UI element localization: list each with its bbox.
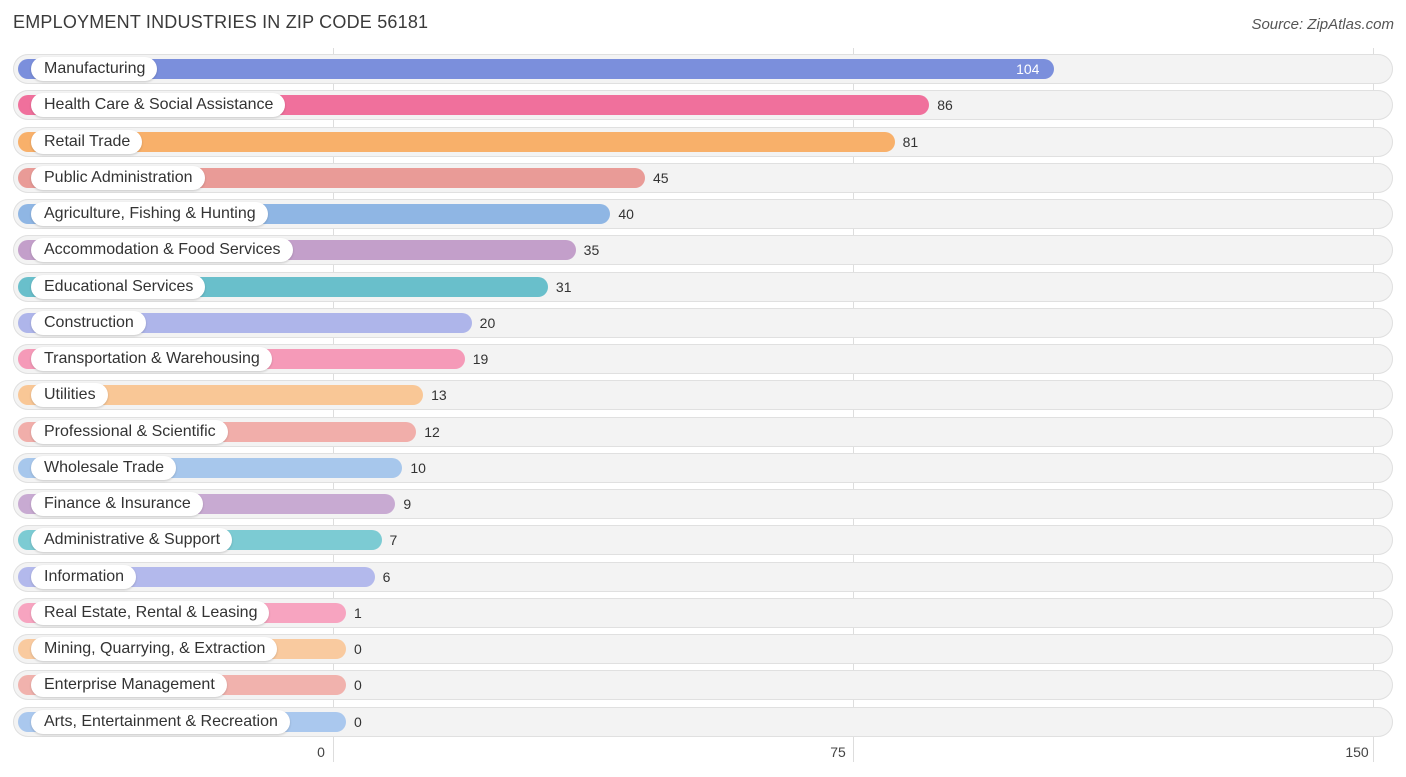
value-label: 0 [354,641,362,657]
value-label: 10 [410,459,426,476]
value-label: 31 [555,278,572,295]
value-label: 0 [354,713,362,730]
chart-title: EMPLOYMENT INDUSTRIES IN ZIP CODE 56181 [13,12,429,32]
category-label: Construction [31,310,146,335]
category-label: Finance & Insurance [31,492,203,516]
value-label: 104 [1016,61,1040,77]
value-label: 6 [382,568,391,585]
value-label: 0 [354,677,362,694]
category-label: Real Estate, Rental & Leasing [31,600,270,625]
category-label: Enterprise Management [31,673,227,698]
value-label: 7 [389,532,398,549]
bar [18,131,895,152]
x-tick-label: 150 [1345,744,1369,760]
value-label: 9 [403,496,412,512]
category-label: Information [31,564,137,589]
source-label: Source: ZipAtlas.com [1251,16,1394,33]
category-label: Retail Trade [31,129,143,154]
category-label: Agriculture, Fishing & Hunting [31,202,268,226]
value-label: 45 [653,169,669,186]
value-label: 86 [937,97,953,114]
category-label: Administrative & Support [31,528,233,553]
category-label: Manufacturing [31,57,158,81]
value-label: 12 [424,423,440,440]
category-label: Utilities [31,383,108,408]
value-label: 35 [583,242,600,259]
bar [18,59,1055,79]
category-label: Accommodation & Food Services [31,238,293,263]
value-label: 20 [479,314,496,331]
value-label: 40 [618,206,634,222]
category-label: Public Administration [31,165,205,190]
category-label: Educational Services [31,274,206,299]
x-tick-label: 75 [830,744,846,760]
bar [18,385,424,406]
value-label: 19 [472,351,489,367]
category-label: Arts, Entertainment & Recreation [31,709,290,734]
category-label: Professional & Scientific [31,419,228,444]
value-label: 13 [431,387,447,404]
category-label: Transportation & Warehousing [31,347,272,371]
x-tick-label: 0 [317,744,325,760]
category-label: Mining, Quarrying, & Extraction [31,637,278,661]
value-label: 1 [354,604,362,621]
category-label: Wholesale Trade [31,455,177,480]
category-label: Health Care & Social Assistance [31,93,286,118]
value-label: 81 [902,133,919,150]
